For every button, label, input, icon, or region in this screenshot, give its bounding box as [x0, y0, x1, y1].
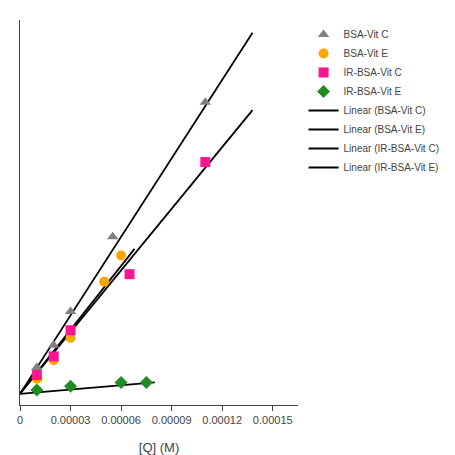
svg-text:0.00015: 0.00015	[253, 414, 293, 426]
svg-text:Linear (IR-BSA-Vit C): Linear (IR-BSA-Vit C)	[344, 143, 439, 154]
svg-text:Linear (BSA-Vit E): Linear (BSA-Vit E)	[344, 124, 426, 135]
svg-text:BSA-Vit E: BSA-Vit E	[344, 48, 389, 59]
svg-text:IR-BSA-Vit C: IR-BSA-Vit C	[344, 67, 402, 78]
svg-text:BSA-Vit C: BSA-Vit C	[344, 29, 389, 40]
svg-text:0.00003: 0.00003	[51, 414, 91, 426]
svg-text:Linear (BSA-Vit C): Linear (BSA-Vit C)	[344, 105, 426, 116]
svg-text:Linear (IR-BSA-Vit E): Linear (IR-BSA-Vit E)	[344, 162, 439, 173]
svg-text:0.00006: 0.00006	[101, 414, 141, 426]
svg-text:0.00009: 0.00009	[152, 414, 192, 426]
svg-text:0.00012: 0.00012	[202, 414, 242, 426]
svg-text:0: 0	[17, 414, 23, 426]
svg-text:IR-BSA-Vit E: IR-BSA-Vit E	[344, 86, 402, 97]
svg-text:[Q] (M): [Q] (M)	[139, 440, 179, 455]
